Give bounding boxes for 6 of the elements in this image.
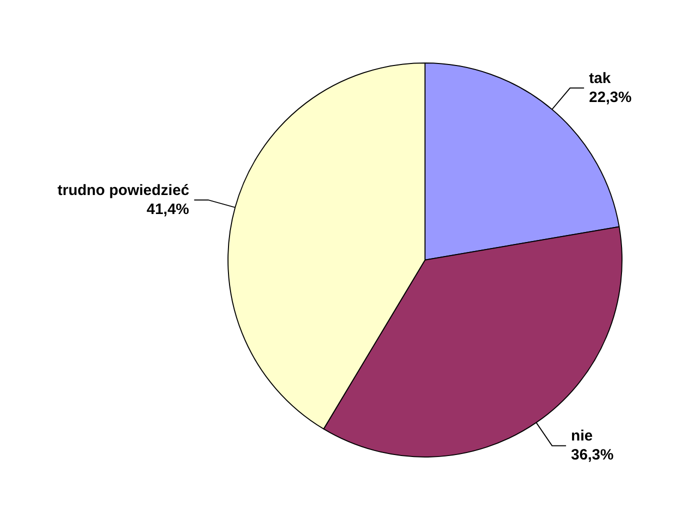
data-label: 22,3%: [589, 88, 632, 106]
slice-label: nie: [571, 428, 593, 445]
slice-label: trudno powiedzieć: [57, 182, 190, 199]
slice-label: tak: [589, 70, 612, 87]
data-label: 36,3%: [571, 446, 614, 464]
data-label: 41,4%: [146, 200, 190, 218]
